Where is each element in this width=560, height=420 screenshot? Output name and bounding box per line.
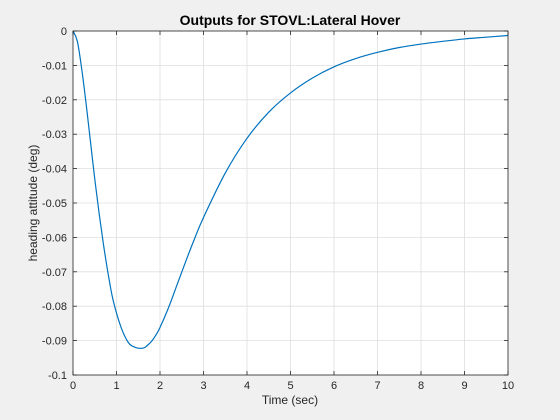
y-tick-label: -0.06 [42,232,67,244]
y-axis-label: heading attitude (deg) [26,145,40,262]
y-tick-label: -0.09 [42,336,67,348]
x-tick-label: 4 [244,380,250,392]
y-tick-labels: 0 -0.01 -0.02 -0.03 -0.04 -0.05 -0.06 -0.07 -0.0… [42,26,67,382]
x-tick-label: 3 [200,380,206,392]
y-tick-label: -0.08 [42,301,67,313]
y-tick-label: -0.04 [42,164,67,176]
x-tick-label: 2 [157,380,163,392]
x-tick-label: 6 [331,380,337,392]
y-tick-label: -0.03 [42,129,67,141]
x-tick-labels: 0 1 2 3 4 5 6 7 8 9 10 [70,380,514,392]
y-tick-label: -0.05 [42,198,67,210]
x-tick-label: 10 [502,380,514,392]
ticks [72,30,509,376]
x-tick-label: 8 [418,380,424,392]
x-tick-label: 5 [287,380,293,392]
x-tick-label: 0 [70,380,76,392]
x-tick-label: 9 [461,380,467,392]
y-tick-label: -0.07 [42,267,67,279]
x-tick-label: 7 [374,380,380,392]
y-tick-label: -0.01 [42,60,67,72]
x-axis-label: Time (sec) [262,393,318,407]
chart-title: Outputs for STOVL:Lateral Hover [180,12,401,28]
y-tick-label: -0.1 [48,370,67,382]
x-tick-label: 1 [113,380,119,392]
y-tick-label: 0 [61,26,67,38]
series-line [72,30,509,349]
y-tick-label: -0.02 [42,95,67,107]
